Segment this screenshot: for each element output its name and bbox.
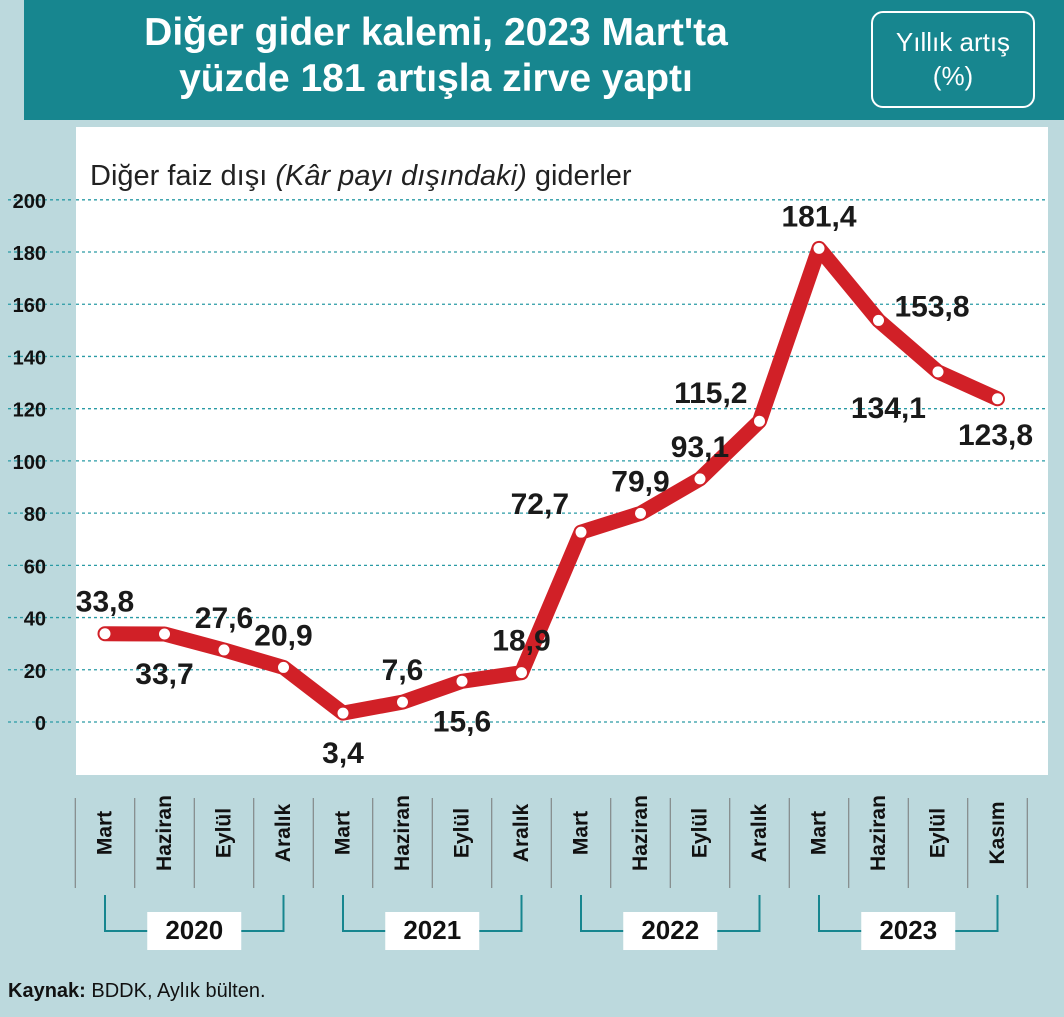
data-labels: 33,8 33,727,620,9 3,4 7,6 15,6 18,9 72,7 79,993… <box>76 200 1033 770</box>
x-category-label: Eylül <box>213 808 236 858</box>
year-label: 2021 <box>403 915 461 945</box>
y-tick-label: 160 <box>13 295 46 317</box>
y-tick-label: 140 <box>13 347 46 369</box>
year-tile <box>147 912 242 950</box>
data-point <box>992 393 1003 405</box>
data-point <box>754 415 765 427</box>
year-label: 2020 <box>165 915 223 945</box>
data-label: 7,6 <box>382 654 424 687</box>
left-strip <box>0 120 74 152</box>
y-tick-label: 20 <box>24 661 46 683</box>
data-point <box>159 628 170 640</box>
x-category-label: Eylül <box>689 808 712 858</box>
x-category-label: Eylül <box>451 808 474 858</box>
data-point <box>932 366 944 378</box>
data-point <box>337 707 349 719</box>
x-category-label: Mart <box>332 811 355 855</box>
source-note: Kaynak: BDDK, Aylık bülten. <box>8 980 266 1003</box>
data-point <box>397 696 408 708</box>
series-line <box>97 240 1005 721</box>
x-category-label: Aralık <box>272 804 295 863</box>
x-category-label: Haziran <box>629 795 652 871</box>
year-tile <box>385 912 480 950</box>
data-point <box>873 314 884 326</box>
data-point <box>99 628 111 640</box>
x-category-label: Eylül <box>927 808 950 858</box>
title-line-2: yüzde 181 artışla zirve yaptı <box>179 57 693 100</box>
x-category-label: Mart <box>570 811 593 855</box>
y-tick-label: 40 <box>24 609 46 631</box>
data-label: 134,1 <box>851 392 926 425</box>
data-label: 115,2 <box>674 377 747 410</box>
y-tick-label: 120 <box>13 400 46 422</box>
subtitle-italic: (Kâr payı dışındaki) <box>275 160 526 192</box>
chart-title: Diğer gider kalemi, 2023 Mart'ta yüzde 1… <box>36 10 836 102</box>
data-label: 33,8 <box>76 586 134 619</box>
x-category-label: Haziran <box>867 795 890 871</box>
y-tick-label: 200 <box>13 191 46 213</box>
subtitle-plain-2: giderler <box>527 160 632 192</box>
y-tick-label: 80 <box>24 504 46 526</box>
data-point <box>575 526 587 538</box>
unit-line-2: (%) <box>932 61 974 91</box>
data-label: 123,8 <box>958 419 1033 452</box>
y-tick-label: 180 <box>13 243 46 265</box>
unit-box: Yıllık artış (%) <box>871 11 1035 108</box>
x-category-label: Mart <box>94 811 117 855</box>
plot-area <box>76 127 1048 775</box>
x-category-label: Haziran <box>391 795 414 871</box>
y-axis-panel <box>0 152 74 782</box>
source-text: BDDK, Aylık bülten. <box>91 980 266 1002</box>
x-category-label: Kasım <box>986 801 1009 864</box>
data-label: 20,9 <box>254 619 312 652</box>
data-label: 79,9 <box>611 465 669 498</box>
y-tick-label: 0 <box>35 713 46 735</box>
data-label: 27,6 <box>195 602 253 635</box>
year-label: 2023 <box>879 915 937 945</box>
y-tick-label: 60 <box>24 556 46 578</box>
x-category-label: Haziran <box>153 795 176 871</box>
data-label: 181,4 <box>781 200 856 233</box>
year-tile <box>623 912 718 950</box>
data-label: 72,7 <box>511 488 569 521</box>
year-tile <box>861 912 956 950</box>
gridlines <box>8 199 1048 723</box>
data-point <box>456 675 468 687</box>
data-label: 15,6 <box>433 705 491 738</box>
header-banner <box>24 0 1064 120</box>
data-point <box>635 507 646 519</box>
subtitle-plain-1: Diğer faiz dışı <box>90 160 275 192</box>
year-label: 2022 <box>641 915 699 945</box>
data-point <box>813 242 825 254</box>
data-label: 3,4 <box>322 737 364 770</box>
data-point <box>218 644 230 656</box>
x-category-label: Aralık <box>748 804 771 863</box>
data-label: 33,7 <box>135 658 193 691</box>
y-tick-label: 100 <box>13 452 46 474</box>
data-point <box>516 667 527 679</box>
x-axis: Mart Haziran Eylül Aralık Mart Haziran Eylül Ar… <box>74 795 1028 950</box>
data-point <box>694 473 706 485</box>
series-polyline <box>97 240 1005 721</box>
x-category-label: Mart <box>808 811 831 855</box>
source-label: Kaynak: <box>8 980 86 1002</box>
data-label: 93,1 <box>671 431 729 464</box>
title-line-1: Diğer gider kalemi, 2023 Mart'ta <box>144 11 728 54</box>
data-label: 153,8 <box>895 290 970 323</box>
unit-line-1: Yıllık artış <box>895 27 1011 57</box>
data-point <box>278 661 289 673</box>
data-points <box>99 242 1003 719</box>
data-label: 18,9 <box>492 625 550 658</box>
chart-subtitle: Diğer faiz dışı (Kâr payı dışındaki) gid… <box>90 160 632 192</box>
x-category-label: Aralık <box>510 804 533 863</box>
